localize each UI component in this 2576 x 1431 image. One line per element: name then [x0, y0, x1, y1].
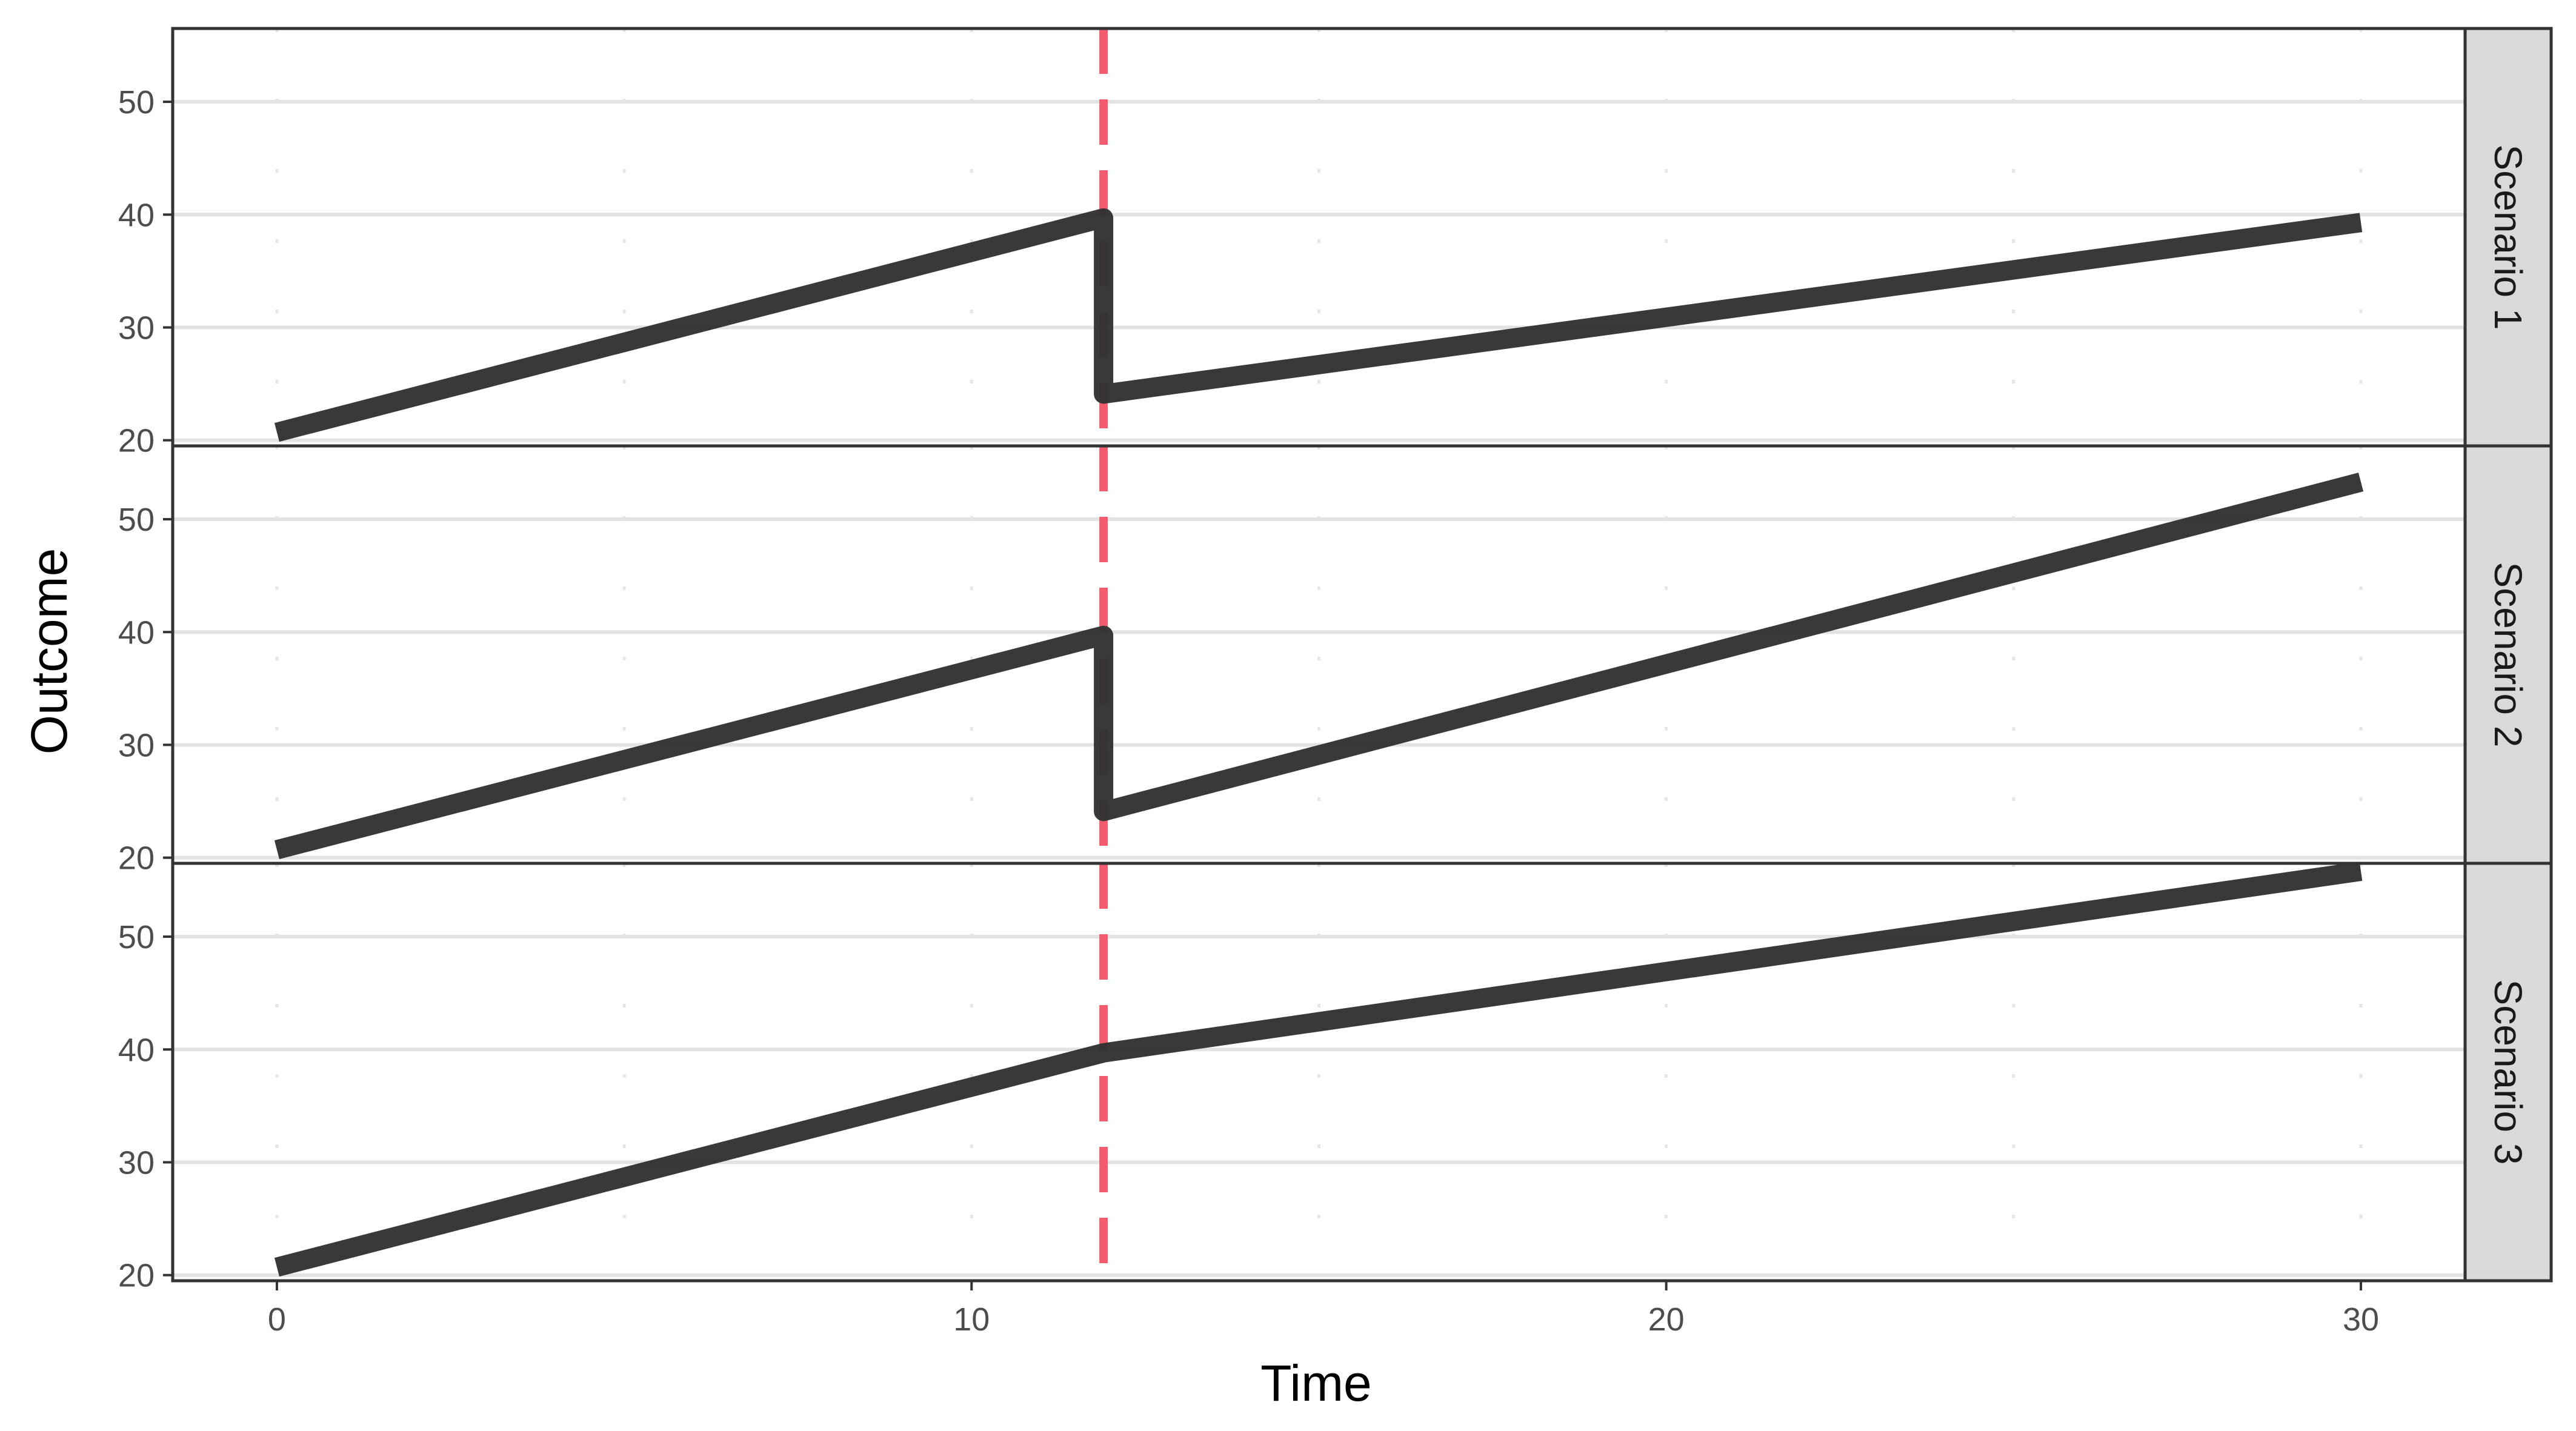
facet-strip-label: Scenario 3: [2486, 980, 2530, 1165]
y-tick-label: 50: [118, 919, 155, 955]
y-tick-label: 40: [118, 614, 155, 651]
series-line: [274, 473, 2364, 860]
y-tick-label: 20: [118, 840, 155, 877]
x-tick-label: 20: [1648, 1301, 1685, 1338]
facet-strip: [2463, 444, 2553, 865]
facet-strip-label: Scenario 2: [2486, 562, 2530, 748]
x-axis: 0 10 20 30: [268, 1281, 2379, 1338]
facet-strip: [2463, 862, 2553, 1283]
y-tick-label: 40: [118, 197, 155, 233]
facet-panel-1: 20 30 40 50 Scenario 1: [118, 27, 2553, 459]
series-line: [274, 862, 2363, 1277]
y-tick-label: 20: [118, 423, 155, 459]
panel-background: [173, 28, 2465, 446]
x-axis-title: Time: [1260, 1355, 1372, 1412]
x-tick-label: 0: [268, 1301, 286, 1338]
y-tick-label: 50: [118, 502, 155, 538]
x-tick-label: 10: [953, 1301, 990, 1338]
y-axis-title: Outcome: [21, 548, 78, 755]
y-tick-label: 30: [118, 727, 155, 763]
facet-panel-3: 20 30 40 50 Scenario 3: [118, 862, 2553, 1294]
x-tick-label: 30: [2343, 1301, 2379, 1338]
y-tick-label: 50: [118, 84, 155, 121]
facet-panel-2: 20 30 40 50 Scenario 2: [118, 444, 2553, 877]
facet-strip-label: Scenario 1: [2486, 145, 2530, 330]
panels-layer: 20 30 40 50 Scenario 1 20 30 40 50 Scenario 2 20 30…: [118, 27, 2553, 1338]
series-line: [274, 208, 2363, 442]
y-tick-label: 30: [118, 1144, 155, 1181]
y-tick-label: 30: [118, 310, 155, 346]
y-tick-label: 40: [118, 1032, 155, 1068]
panel-background: [173, 446, 2465, 863]
y-tick-label: 20: [118, 1258, 155, 1294]
panel-background: [173, 863, 2465, 1281]
